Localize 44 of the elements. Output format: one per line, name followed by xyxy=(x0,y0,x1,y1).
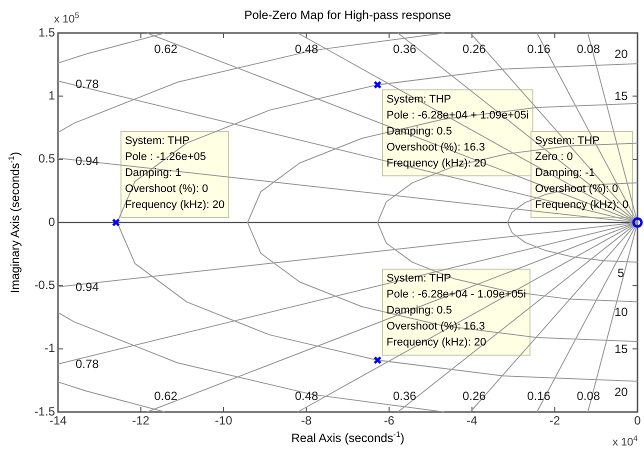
y-tick-label: 0 xyxy=(48,214,56,229)
annotation: 0.78 xyxy=(75,356,99,371)
annotation: 0.26 xyxy=(462,388,486,403)
annotation: 0.08 xyxy=(576,42,600,56)
y-tick-label: 0.5 xyxy=(38,152,56,166)
x-tick-label: -2 xyxy=(549,414,560,428)
annotation: 0.48 xyxy=(294,388,318,403)
chart-title: Pole-Zero Map for High-pass response xyxy=(244,8,452,22)
y-tick-label: -1.5 xyxy=(34,404,56,418)
annotation: 0.36 xyxy=(392,42,416,56)
annotation: 0.78 xyxy=(75,76,99,91)
annotation: 15 xyxy=(614,89,628,104)
text: x 10$^{4}$ xyxy=(612,434,638,449)
annotation: 20 xyxy=(614,47,628,62)
x-tick-label: -6 xyxy=(384,414,395,428)
annotation: 0.36 xyxy=(392,388,416,403)
x-tick-label: 0 xyxy=(634,414,642,428)
annotation: 0.08 xyxy=(576,388,600,403)
annotation: 20 xyxy=(614,384,628,399)
annotation: 0.48 xyxy=(294,42,318,56)
x-tick-label: -4 xyxy=(466,414,478,428)
text: x 10$^{5}$ xyxy=(54,11,80,26)
annotation: System: THP Pole : -6.28e+04 - 1.09e+05i Damping: 0.5 Overshoot (%): 16.3 Frequency (kHz): 20 xyxy=(386,272,526,349)
annotation: 10 xyxy=(614,305,628,320)
annotation: 0.16 xyxy=(527,42,550,56)
y-tick-label: 1.5 xyxy=(38,25,56,40)
annotation: 5 xyxy=(617,266,624,280)
y-tick-label: 1 xyxy=(48,88,56,102)
annotation: 0.94 xyxy=(75,154,99,168)
annotation: 15 xyxy=(614,342,628,356)
annotation: System: THP Pole : -6.28e+04 + 1.09e+05i Damping: 0.5 Overshoot (%): 16.3 Frequency (kHz): 20 xyxy=(386,93,529,170)
annotation: 0.94 xyxy=(75,280,99,294)
annotation: 0.62 xyxy=(154,42,178,56)
annotation: System: THP Zero : 0 Damping: -1 Overshoot (%): 0 Frequency (kHz): 0 xyxy=(534,135,629,212)
y-tick-label: -1 xyxy=(44,341,56,356)
x-tick-label: -8 xyxy=(301,414,312,428)
annotation: 0.62 xyxy=(154,388,178,403)
y-tick-label: -0.5 xyxy=(34,278,56,292)
x-tick-label: -12 xyxy=(132,414,150,428)
annotation: System: THP Pole : -1.26e+05 Damping: 1 Overshoot (%): 0 Frequency (kHz): 20 xyxy=(124,135,225,212)
x-tick-label: -10 xyxy=(214,414,233,428)
annotation: 0.26 xyxy=(462,42,486,56)
annotation: 0.16 xyxy=(527,388,550,403)
x-axis-title: Real Axis (seconds$^{-1}$) xyxy=(291,430,404,445)
